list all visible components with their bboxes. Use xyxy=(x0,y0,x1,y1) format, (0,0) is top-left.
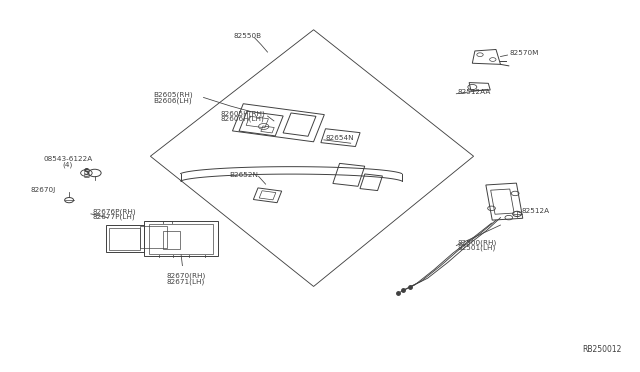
Text: Ⓢ: Ⓢ xyxy=(83,168,90,177)
Text: 82670J: 82670J xyxy=(31,187,56,193)
Text: 82512AA: 82512AA xyxy=(458,89,491,95)
Text: B2606(LH): B2606(LH) xyxy=(154,97,192,104)
Text: 82570M: 82570M xyxy=(509,50,539,56)
Text: S: S xyxy=(84,169,89,177)
Text: B2652N: B2652N xyxy=(229,172,258,178)
Text: 82500(RH): 82500(RH) xyxy=(458,239,497,246)
Text: 82654N: 82654N xyxy=(325,135,354,141)
Text: RB250012: RB250012 xyxy=(582,345,622,354)
Text: 82550B: 82550B xyxy=(234,33,262,39)
Text: 08543-6122A: 08543-6122A xyxy=(44,156,93,162)
Text: 82670(RH): 82670(RH) xyxy=(166,273,205,279)
Text: 82512A: 82512A xyxy=(522,208,550,214)
Text: B2605(RH): B2605(RH) xyxy=(154,92,193,98)
Text: 82676P(RH): 82676P(RH) xyxy=(93,208,136,215)
Text: 82605H(RH): 82605H(RH) xyxy=(221,110,266,117)
Text: (4): (4) xyxy=(63,161,73,168)
Text: 82501(LH): 82501(LH) xyxy=(458,245,496,251)
Text: 82677P(LH): 82677P(LH) xyxy=(93,213,136,220)
Text: 82671(LH): 82671(LH) xyxy=(166,278,205,285)
Text: 82606H(LH): 82606H(LH) xyxy=(221,116,264,122)
